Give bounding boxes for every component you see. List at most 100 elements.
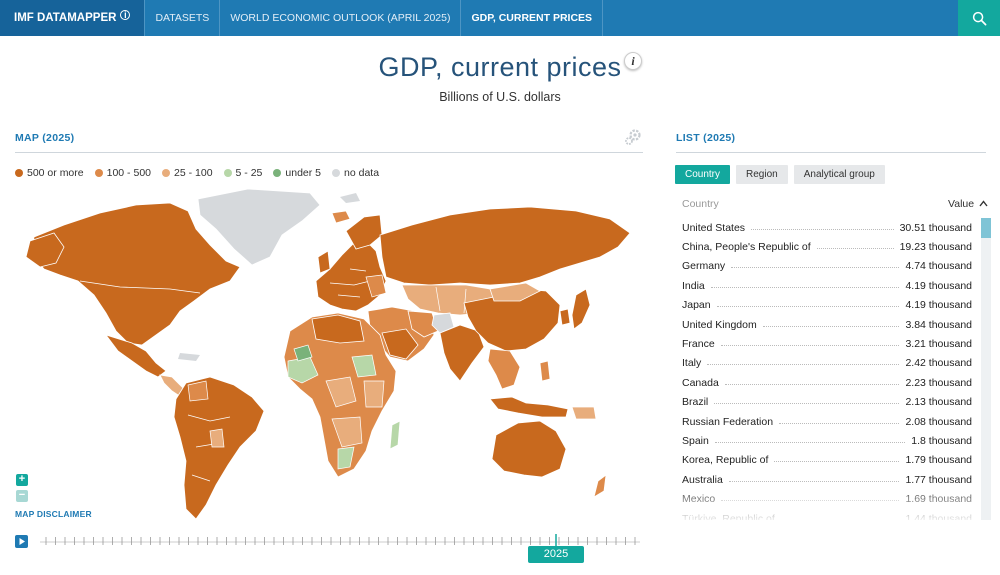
list-row[interactable]: Germany 4.74 thousand: [682, 257, 972, 276]
list-row[interactable]: Italy 2.42 thousand: [682, 354, 972, 373]
india-shape[interactable]: [439, 324, 485, 382]
europe-shape[interactable]: [315, 240, 387, 312]
zoom-in-button[interactable]: +: [16, 474, 28, 486]
legend-item[interactable]: 100 - 500: [94, 167, 151, 179]
column-value-label: Value: [948, 198, 975, 210]
north-america-shape[interactable]: [31, 202, 241, 346]
list-header: LIST (2025): [676, 132, 736, 144]
list-row[interactable]: Spain 1.8 thousand: [682, 431, 972, 450]
country-name: Korea, Republic of: [682, 454, 769, 467]
brand-link[interactable]: IMF DATAMAPPER i: [0, 0, 146, 36]
nav-indicator[interactable]: GDP, CURRENT PRICES: [461, 0, 604, 36]
mexico-shape[interactable]: [104, 334, 167, 378]
map-header-divider: [15, 152, 643, 153]
greenland-shape[interactable]: [197, 188, 321, 266]
tab-country[interactable]: Country: [675, 165, 731, 184]
saudi-shape[interactable]: [381, 328, 419, 360]
central-africa-light[interactable]: [325, 376, 357, 408]
country-value: 3.21 thousand: [905, 338, 972, 351]
legend-item[interactable]: under 5: [273, 167, 321, 179]
play-icon: [19, 538, 25, 545]
list-row[interactable]: India 4.19 thousand: [682, 276, 972, 295]
southern-africa-light[interactable]: [331, 416, 363, 448]
legend-item[interactable]: 500 or more: [15, 167, 84, 179]
country-value: 1.79 thousand: [905, 454, 972, 467]
year-indicator[interactable]: 2025: [528, 546, 584, 563]
new-zealand-shape[interactable]: [593, 474, 607, 498]
dot-leader: [724, 383, 900, 385]
japan-shape[interactable]: [571, 288, 591, 330]
column-value-sort[interactable]: Value: [948, 198, 988, 210]
canada-usa-border: [79, 280, 201, 294]
list-header-divider: [676, 152, 986, 153]
legend-label: 500 or more: [27, 167, 84, 179]
east-europe-light[interactable]: [365, 274, 387, 298]
list-row[interactable]: Brazil 2.13 thousand: [682, 393, 972, 412]
korea-shape[interactable]: [559, 308, 571, 326]
sort-asc-icon: [979, 200, 988, 207]
russia-shape[interactable]: [379, 206, 631, 286]
nav-datasets[interactable]: DATASETS: [145, 0, 221, 36]
country-value: 30.51 thousand: [899, 221, 972, 234]
country-name: Russian Federation: [682, 415, 774, 428]
iran-shape[interactable]: [407, 310, 439, 338]
list-row[interactable]: Canada 2.23 thousand: [682, 373, 972, 392]
country-name: China, People's Republic of: [682, 241, 811, 254]
southern-africa-green[interactable]: [337, 446, 355, 470]
legend-swatch: [273, 169, 282, 177]
dot-leader: [720, 345, 900, 347]
indicator-info-button[interactable]: i: [624, 52, 642, 70]
philippines-shape[interactable]: [539, 360, 551, 382]
dot-leader: [731, 267, 900, 269]
tab-analytical-group[interactable]: Analytical group: [793, 165, 885, 184]
list-row[interactable]: China, People's Republic of 19.23 thousan…: [682, 237, 972, 256]
legend-label: 5 - 25: [235, 167, 263, 179]
list-row[interactable]: France 3.21 thousand: [682, 334, 972, 353]
column-country[interactable]: Country: [682, 198, 719, 210]
tab-region[interactable]: Region: [736, 165, 788, 184]
country-name: France: [682, 338, 715, 351]
iceland-shape[interactable]: [331, 210, 351, 224]
central-africa-green[interactable]: [351, 354, 377, 378]
png-shape[interactable]: [571, 406, 597, 420]
east-africa-light[interactable]: [363, 380, 385, 408]
search-button[interactable]: [958, 0, 1000, 36]
nav-weo[interactable]: WORLD ECONOMIC OUTLOOK (APRIL 2025): [220, 0, 462, 36]
country-list[interactable]: United States 30.51 thousand China, People…: [682, 218, 972, 520]
map-disclaimer-link[interactable]: MAP DISCLAIMER: [15, 509, 92, 519]
list-row[interactable]: United Kingdom 3.84 thousand: [682, 315, 972, 334]
west-africa-small-2[interactable]: [293, 344, 313, 362]
country-value: 19.23 thousand: [899, 241, 972, 254]
zoom-out-button[interactable]: −: [16, 490, 28, 502]
list-tabs: Country Region Analytical group: [675, 165, 885, 184]
australia-shape[interactable]: [491, 420, 567, 478]
world-map[interactable]: [20, 185, 642, 525]
se-asia-shape[interactable]: [487, 348, 521, 390]
list-scroll-thumb[interactable]: [981, 218, 991, 238]
south-america-shape[interactable]: [173, 376, 265, 520]
scandinavia-shape[interactable]: [345, 214, 383, 250]
list-scrollbar[interactable]: [981, 218, 991, 520]
list-row[interactable]: United States 30.51 thousand: [682, 218, 972, 237]
sa-light-countries-2[interactable]: [209, 428, 225, 448]
settings-icon[interactable]: [624, 128, 642, 146]
indonesia-shape[interactable]: [489, 396, 569, 418]
madagascar-shape[interactable]: [389, 420, 401, 450]
page-subtitle: Billions of U.S. dollars: [439, 90, 561, 104]
info-icon[interactable]: i: [120, 10, 131, 20]
mongolia-shape[interactable]: [489, 282, 541, 302]
list-row[interactable]: Japan 4.19 thousand: [682, 296, 972, 315]
legend-item[interactable]: 5 - 25: [223, 167, 263, 179]
legend-item[interactable]: 25 - 100: [162, 167, 213, 179]
alaska-shape[interactable]: [25, 232, 65, 268]
north-africa-shape[interactable]: [311, 314, 365, 344]
list-row[interactable]: Korea, Republic of 1.79 thousand: [682, 451, 972, 470]
caribbean-shape[interactable]: [178, 353, 200, 361]
play-button[interactable]: [15, 535, 28, 548]
sa-light-countries[interactable]: [187, 380, 209, 402]
legend-item[interactable]: no data: [332, 167, 379, 179]
arctic-shape[interactable]: [340, 193, 360, 203]
uk-shape[interactable]: [317, 250, 331, 274]
country-value: 2.13 thousand: [905, 396, 972, 409]
list-row[interactable]: Russian Federation 2.08 thousand: [682, 412, 972, 431]
